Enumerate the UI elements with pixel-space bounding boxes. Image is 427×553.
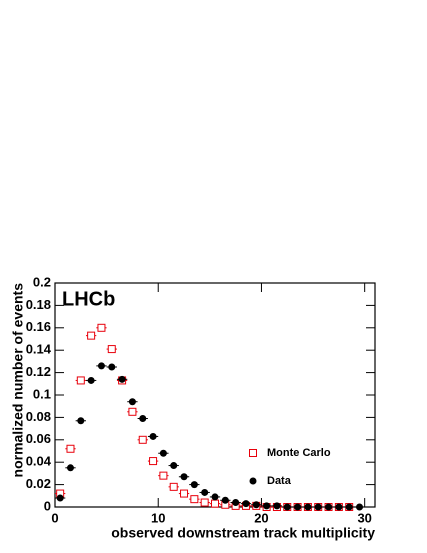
marker	[139, 415, 147, 423]
marker	[211, 493, 219, 501]
marker	[201, 488, 209, 496]
marker	[77, 417, 85, 425]
marker	[325, 503, 333, 511]
marker	[180, 489, 189, 498]
y-tick-label: 0	[44, 498, 51, 513]
marker	[107, 345, 116, 354]
y-tick-label: 0.08	[26, 409, 51, 424]
marker	[180, 473, 188, 481]
marker	[190, 495, 199, 504]
x-tick-label: 20	[254, 510, 268, 525]
x-tick-label: 10	[151, 510, 165, 525]
marker	[345, 503, 353, 511]
marker	[314, 503, 322, 511]
marker	[232, 499, 240, 507]
marker	[170, 462, 178, 470]
marker	[97, 323, 106, 332]
x-tick-label: 30	[357, 510, 371, 525]
y-tick-label: 0.1	[33, 386, 51, 401]
y-tick-label: 0.16	[26, 319, 51, 334]
x-tick-label: 0	[51, 510, 58, 525]
marker	[249, 449, 257, 457]
marker	[138, 435, 147, 444]
marker	[149, 432, 157, 440]
marker	[263, 502, 271, 510]
marker	[335, 503, 343, 511]
y-tick-label: 0.04	[26, 454, 52, 469]
y-tick-label: 0.2	[33, 274, 51, 289]
marker	[200, 498, 209, 507]
marker	[252, 501, 260, 509]
marker	[149, 457, 158, 466]
marker	[190, 481, 198, 489]
x-axis-label: observed downstream track multiplicity	[111, 525, 375, 541]
marker	[159, 449, 167, 457]
legend-label: Monte Carlo	[267, 447, 331, 459]
marker	[128, 407, 137, 416]
marker	[294, 503, 302, 511]
marker	[159, 471, 168, 480]
marker	[56, 494, 64, 502]
marker	[283, 503, 291, 511]
marker	[356, 503, 364, 511]
marker	[108, 363, 116, 371]
marker	[221, 496, 229, 504]
y-axis-label: normalized number of events	[10, 283, 26, 478]
annotation: LHCb	[62, 288, 115, 310]
marker	[273, 502, 281, 510]
marker	[304, 503, 312, 511]
marker	[97, 362, 105, 370]
y-tick-label: 0.18	[26, 297, 51, 312]
plot-frame	[54, 282, 376, 508]
marker	[66, 444, 75, 453]
legend-label: Data	[267, 475, 292, 487]
marker	[87, 376, 95, 384]
marker	[128, 398, 136, 406]
marker	[211, 499, 219, 508]
marker	[242, 500, 250, 508]
y-tick-label: 0.12	[26, 364, 51, 379]
marker	[66, 464, 74, 472]
marker	[118, 375, 126, 383]
marker	[87, 331, 96, 340]
marker	[76, 376, 85, 385]
marker	[169, 482, 178, 491]
y-tick-label: 0.02	[26, 476, 51, 491]
y-tick-label: 0.06	[26, 431, 51, 446]
y-tick-label: 0.14	[26, 342, 52, 357]
marker	[249, 477, 257, 485]
